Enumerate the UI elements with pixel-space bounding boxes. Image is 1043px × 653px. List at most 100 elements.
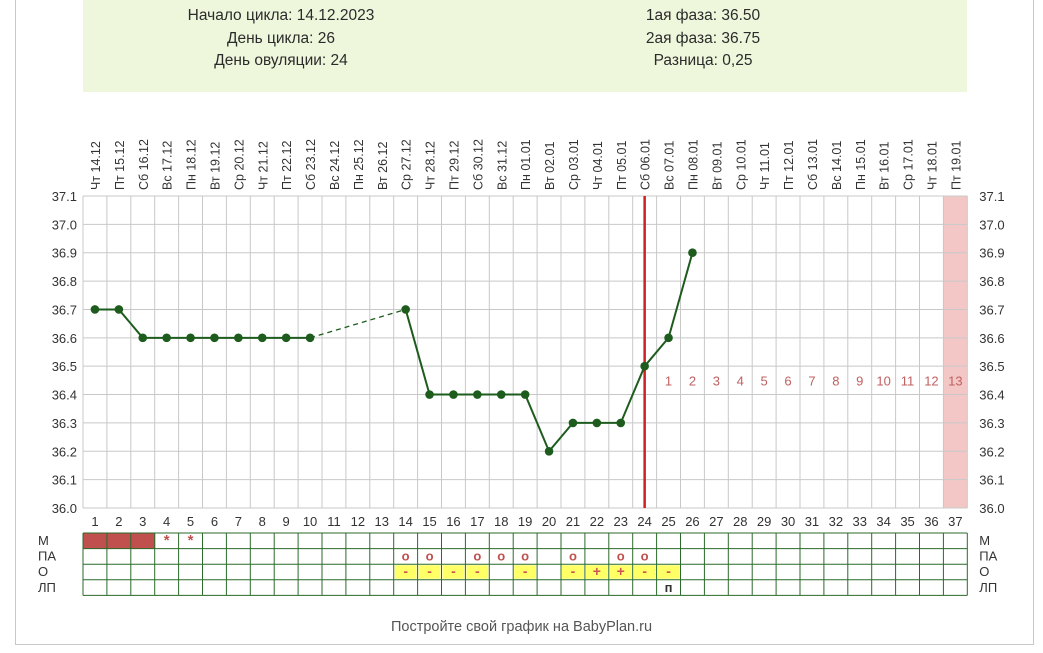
y-tick-label-left: 36.3 (52, 416, 77, 431)
day-number: 27 (709, 514, 723, 529)
row-label-left: М (38, 533, 49, 548)
date-label: Сб 16.12 (137, 139, 151, 190)
date-label: Чт 21.12 (256, 141, 270, 190)
row-mark: * (164, 532, 170, 549)
row-mark: o (497, 549, 505, 564)
date-label: Пн 01.01 (519, 139, 533, 190)
temperature-point (425, 390, 434, 399)
y-tick-label-right: 36.4 (979, 388, 1004, 403)
date-label: Ср 20.12 (232, 139, 246, 190)
day-number: 11 (327, 514, 341, 529)
temperature-point (234, 333, 243, 343)
date-label: Вт 19.12 (208, 142, 222, 190)
y-tick-label-right: 36.3 (979, 416, 1004, 431)
row-mark: п (665, 580, 673, 595)
row-mark: o (402, 549, 410, 564)
date-label: Пт 22.12 (280, 140, 294, 190)
y-tick-label-right: 36.0 (979, 501, 1004, 516)
day-number: 29 (757, 514, 771, 529)
test-highlight-cell (585, 565, 608, 579)
y-tick-label-left: 36.6 (52, 331, 77, 346)
day-number: 30 (781, 514, 795, 529)
y-tick-label-right: 37.0 (979, 217, 1004, 232)
row-label-left: ЛП (38, 580, 56, 595)
day-number: 4 (163, 514, 170, 529)
row-mark: - (475, 563, 480, 579)
row-mark: - (451, 563, 456, 579)
footer-link[interactable]: Постройте свой график на BabyPlan.ru (390, 619, 653, 635)
phase-day-number: 7 (808, 373, 815, 388)
row-label-right: ЛП (979, 580, 997, 595)
y-tick-label-left: 36.5 (52, 359, 77, 374)
row-mark: o (617, 549, 625, 564)
y-tick-label-right: 36.5 (979, 359, 1004, 374)
phase-day-number: 6 (784, 373, 791, 388)
temperature-point (138, 333, 148, 343)
y-tick-label-left: 36.9 (52, 246, 77, 261)
cycle-start: Начало цикла: 14.12.2023 (187, 7, 375, 24)
temperature-point (305, 333, 315, 343)
y-tick-label-left: 36.1 (52, 473, 77, 488)
temperature-line (94, 308, 311, 339)
temperature-point (664, 333, 673, 343)
cycle-info-panel: Начало цикла: 14.12.2023 День цикла: 26 … (83, 0, 967, 92)
phase-day-number: 12 (924, 373, 938, 388)
date-label: Ср 03.01 (567, 139, 581, 190)
temperature-point (210, 333, 219, 343)
date-label: Пт 29.12 (447, 140, 461, 190)
day-number: 16 (446, 514, 460, 529)
day-number: 32 (829, 514, 843, 529)
menstruation-cell (130, 533, 156, 549)
date-label: Чт 18.01 (925, 141, 939, 190)
day-number: 31 (805, 514, 819, 529)
date-label: Ср 10.01 (734, 139, 748, 190)
menstruation-cell (106, 533, 132, 549)
day-number: 21 (566, 514, 580, 529)
date-label: Вт 16.01 (878, 142, 892, 190)
day-number: 14 (398, 514, 412, 529)
row-mark: - (403, 563, 408, 579)
row-mark: + (617, 563, 625, 579)
phase-difference: Разница: 0,25 (653, 52, 753, 69)
day-number: 26 (685, 514, 699, 529)
menstruation-cell (83, 533, 108, 549)
y-tick-label-right: 36.6 (979, 331, 1004, 346)
phase-day-number: 4 (737, 373, 744, 388)
day-number: 7 (235, 514, 242, 529)
date-label: Вс 07.01 (663, 141, 677, 190)
phase-day-number: 1 (665, 373, 672, 388)
temperature-point (640, 361, 649, 371)
row-mark: + (593, 563, 601, 579)
day-number: 8 (259, 514, 266, 529)
y-tick-label-right: 36.2 (979, 444, 1004, 459)
phase-day-number: 8 (832, 373, 839, 388)
row-mark: - (642, 563, 647, 579)
day-number: 24 (637, 514, 651, 529)
cycle-day: День цикла: 26 (226, 30, 336, 47)
phase1-average: 1ая фаза: 36.50 (645, 7, 761, 24)
test-highlight-cell (562, 565, 584, 579)
row-mark: - (666, 563, 671, 579)
day-number: 33 (853, 514, 867, 529)
day-number: 1 (91, 514, 98, 529)
row-mark: o (473, 549, 481, 564)
date-label: Ср 27.12 (400, 139, 414, 190)
temperature-line (404, 252, 694, 454)
phase-day-number: 3 (713, 373, 720, 388)
date-label: Ср 17.01 (902, 139, 916, 190)
date-label: Сб 30.12 (471, 139, 485, 190)
date-label: Пт 05.01 (615, 140, 629, 190)
day-number: 20 (542, 514, 556, 529)
test-highlight-cell (418, 565, 441, 579)
ovulation-day: День овуляции: 24 (214, 52, 348, 69)
day-number: 10 (303, 514, 317, 529)
row-label-left: ПА (38, 549, 56, 564)
date-label: Пн 18.12 (185, 139, 199, 190)
date-label: Пт 15.12 (113, 140, 127, 190)
test-highlight-cell (609, 565, 632, 579)
temperature-point (592, 418, 602, 428)
date-label: Пн 15.01 (854, 139, 868, 190)
temperature-point (162, 333, 171, 343)
day-number: 22 (590, 514, 604, 529)
